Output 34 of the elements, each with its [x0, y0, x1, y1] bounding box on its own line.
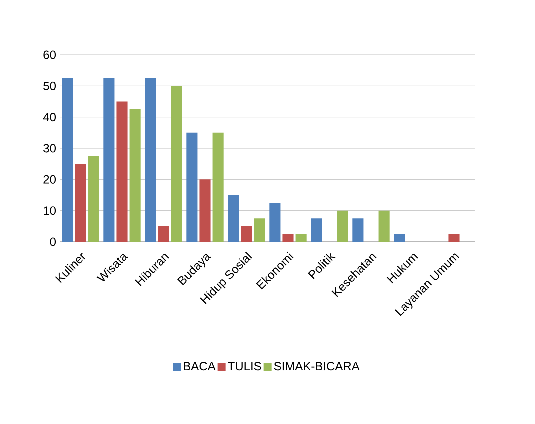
- legend-label: SIMAK-BICARA: [274, 362, 360, 371]
- bar: [394, 234, 406, 242]
- legend-label: TULIS: [228, 362, 262, 371]
- bar: [296, 234, 307, 242]
- bar: [212, 132, 224, 242]
- bar: [448, 234, 460, 242]
- y-tick-label: 10: [44, 206, 56, 216]
- y-tick-label: 30: [44, 144, 56, 153]
- bar: [116, 102, 128, 242]
- bar: [311, 218, 322, 242]
- y-tick-label: 0: [50, 238, 56, 246]
- bar: [130, 110, 141, 242]
- bar: [158, 226, 170, 242]
- y-tick-label: 40: [43, 113, 56, 122]
- bar: [270, 203, 281, 242]
- bar: [200, 180, 211, 242]
- bar: [378, 210, 390, 242]
- bar: [228, 195, 240, 242]
- bar: [282, 234, 294, 242]
- y-tick-label: 60: [44, 50, 56, 60]
- bar: [171, 86, 182, 242]
- bar: [62, 78, 74, 242]
- bar: [88, 156, 100, 242]
- y-tick-label: 50: [44, 82, 56, 90]
- bar: [337, 210, 348, 242]
- bar: [352, 218, 364, 242]
- bar: [186, 132, 198, 242]
- bar: [104, 78, 115, 242]
- y-tick-label: 20: [44, 175, 56, 184]
- bar: [75, 164, 86, 242]
- bar: [241, 226, 252, 242]
- bar: [145, 78, 156, 242]
- bar: [254, 218, 266, 242]
- legend-label: BACA: [184, 362, 216, 371]
